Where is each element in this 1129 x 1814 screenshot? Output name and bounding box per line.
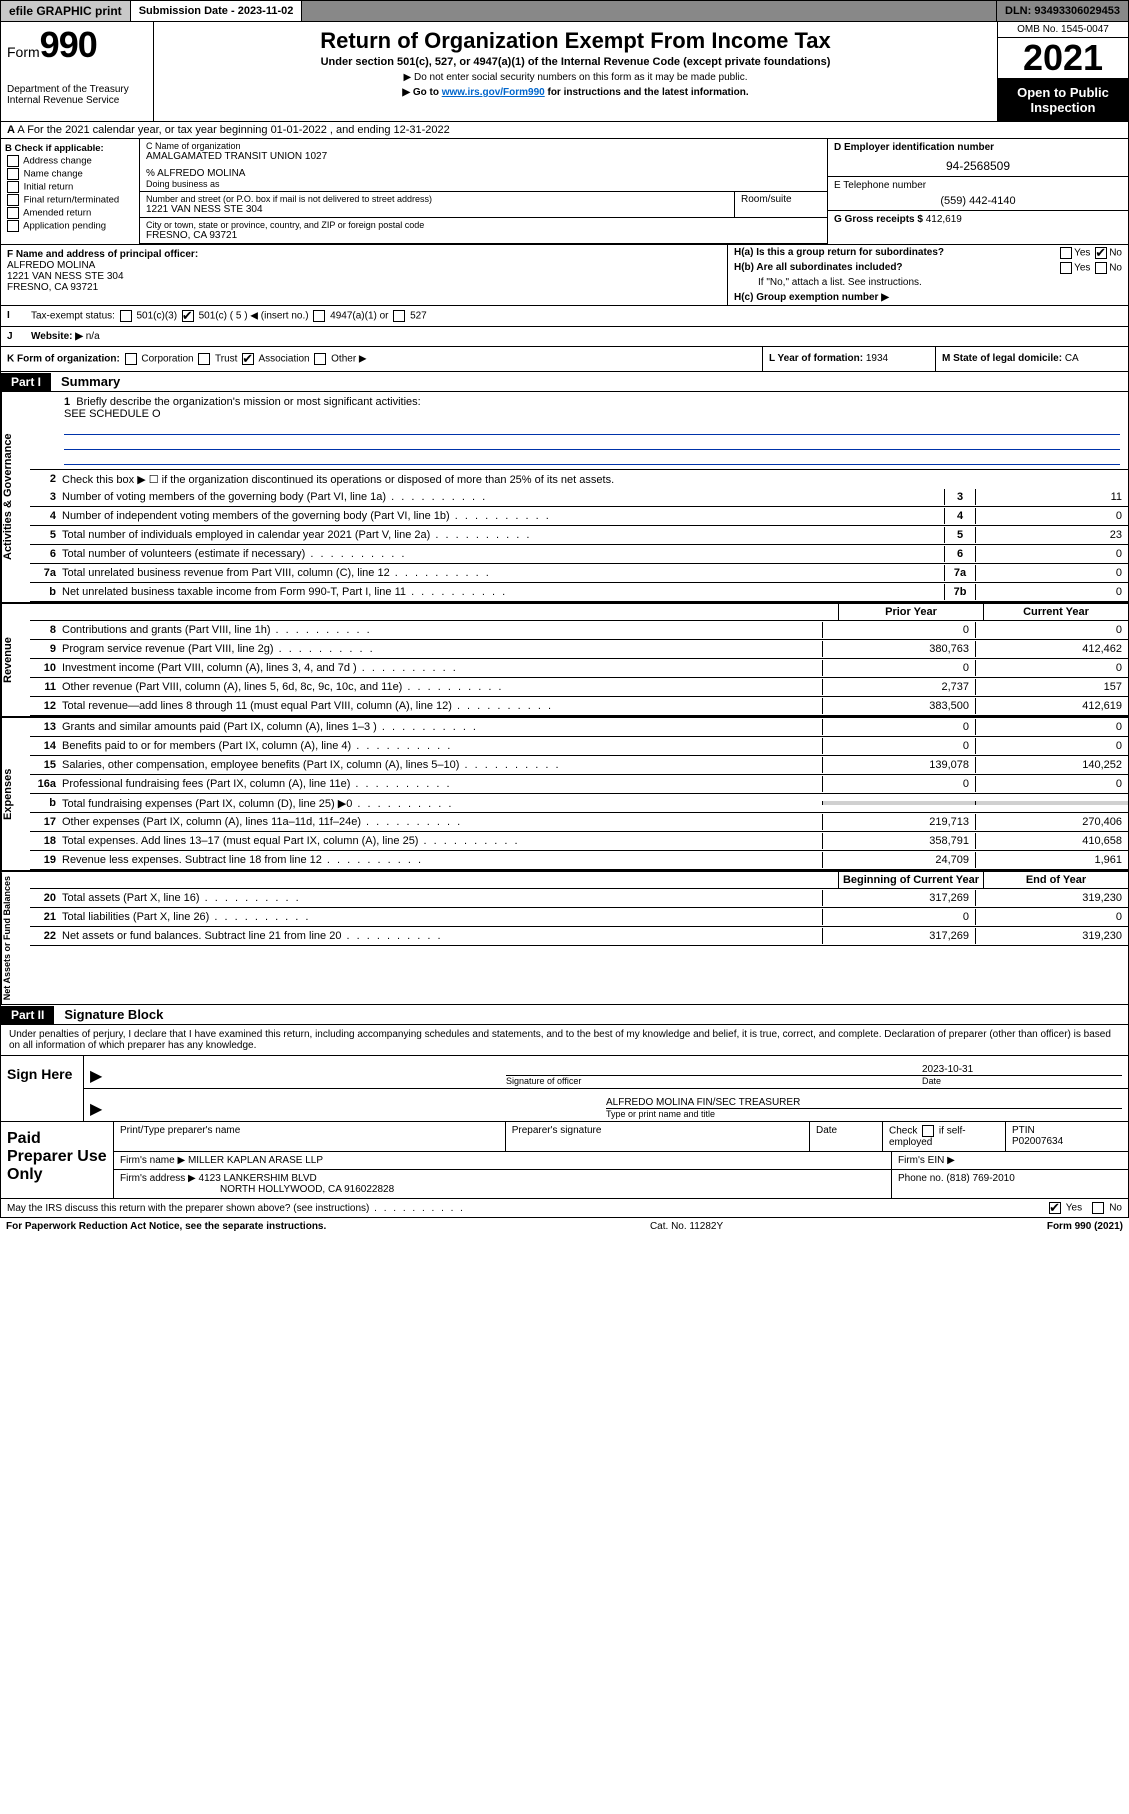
summary-line: 12Total revenue—add lines 8 through 11 (… <box>30 697 1128 716</box>
row-a-tax-year: A A For the 2021 calendar year, or tax y… <box>0 122 1129 139</box>
telephone: (559) 442-4140 <box>834 195 1122 207</box>
summary-line: 11Other revenue (Part VIII, column (A), … <box>30 678 1128 697</box>
subtitle-3: ▶ Go to www.irs.gov/Form990 for instruct… <box>158 87 993 98</box>
submission-date: Submission Date - 2023-11-02 <box>131 1 303 21</box>
firm-addr1: 4123 LANKERSHIM BLVD <box>199 1173 317 1184</box>
omb-number: OMB No. 1545-0047 <box>998 22 1128 38</box>
summary-line: bTotal fundraising expenses (Part IX, co… <box>30 794 1128 813</box>
col-f-officer: F Name and address of principal officer:… <box>1 245 727 305</box>
vtab-revenue: Revenue <box>1 604 30 716</box>
officer-name: ALFREDO MOLINA FIN/SEC TREASURER <box>606 1097 1122 1108</box>
sig-date: 2023-10-31 <box>922 1064 1122 1075</box>
tax-year: 2021 <box>998 38 1128 79</box>
firm-name: MILLER KAPLAN ARASE LLP <box>188 1155 323 1166</box>
summary-netassets: Net Assets or Fund Balances Beginning of… <box>0 870 1129 1005</box>
arrow-icon: ▶ <box>90 1066 506 1086</box>
discuss-row: May the IRS discuss this return with the… <box>0 1199 1129 1218</box>
part-1-header: Part I Summary <box>0 372 1129 392</box>
col-c-org-info: C Name of organization AMALGAMATED TRANS… <box>140 139 827 244</box>
footer: For Paperwork Reduction Act Notice, see … <box>0 1218 1129 1235</box>
summary-line: 19Revenue less expenses. Subtract line 1… <box>30 851 1128 870</box>
irs-label: Internal Revenue Service <box>7 95 147 106</box>
summary-line: 22Net assets or fund balances. Subtract … <box>30 927 1128 946</box>
gross-receipts: 412,619 <box>926 214 962 225</box>
summary-line: 3Number of voting members of the governi… <box>30 488 1128 507</box>
firm-phone: (818) 769-2010 <box>946 1173 1014 1184</box>
top-bar: efile GRAPHIC print Submission Date - 20… <box>0 0 1129 22</box>
dept-treasury: Department of the Treasury <box>7 84 147 95</box>
street-address: 1221 VAN NESS STE 304 <box>146 204 728 215</box>
summary-line: 21Total liabilities (Part X, line 26)00 <box>30 908 1128 927</box>
summary-line: 10Investment income (Part VIII, column (… <box>30 659 1128 678</box>
form-number: Form990 <box>7 24 147 66</box>
section-fh: F Name and address of principal officer:… <box>0 244 1129 306</box>
summary-line: 15Salaries, other compensation, employee… <box>30 756 1128 775</box>
sign-here-label: Sign Here <box>1 1056 84 1121</box>
row-k-form-org: K Form of organization: Corporation Trus… <box>0 347 1129 372</box>
irs-link[interactable]: www.irs.gov/Form990 <box>442 87 545 98</box>
subtitle-2: ▶ Do not enter social security numbers o… <box>158 72 993 83</box>
col-h-group: H(a) Is this a group return for subordin… <box>727 245 1128 305</box>
summary-line: 14Benefits paid to or for members (Part … <box>30 737 1128 756</box>
arrow-icon: ▶ <box>90 1099 606 1119</box>
firm-addr2: NORTH HOLLYWOOD, CA 916022828 <box>220 1184 394 1195</box>
org-name: AMALGAMATED TRANSIT UNION 1027 <box>146 151 821 162</box>
form-header: Form990 Department of the Treasury Inter… <box>0 22 1129 122</box>
dln: DLN: 93493306029453 <box>997 1 1128 21</box>
summary-line: 4Number of independent voting members of… <box>30 507 1128 526</box>
ptin: P02007634 <box>1012 1136 1063 1147</box>
part-2-header: Part II Signature Block <box>0 1005 1129 1025</box>
summary-line: 16aProfessional fundraising fees (Part I… <box>30 775 1128 794</box>
vtab-expenses: Expenses <box>1 718 30 870</box>
row-i-tax-status: I Tax-exempt status: 501(c)(3) 501(c) ( … <box>0 306 1129 327</box>
mission-text: SEE SCHEDULE O <box>64 408 161 420</box>
perjury-declaration: Under penalties of perjury, I declare th… <box>1 1025 1128 1056</box>
ein: 94-2568509 <box>834 159 1122 173</box>
open-to-public: Open to Public Inspection <box>998 79 1128 121</box>
col-b-checkboxes: B Check if applicable: Address change Na… <box>1 139 140 244</box>
summary-line: 9Program service revenue (Part VIII, lin… <box>30 640 1128 659</box>
summary-line: 18Total expenses. Add lines 13–17 (must … <box>30 832 1128 851</box>
summary-expenses: Expenses 13Grants and similar amounts pa… <box>0 716 1129 870</box>
care-of: % ALFREDO MOLINA <box>146 168 821 179</box>
summary-line: 5Total number of individuals employed in… <box>30 526 1128 545</box>
summary-line: 6Total number of volunteers (estimate if… <box>30 545 1128 564</box>
summary-gov: Activities & Governance 1 Briefly descri… <box>0 392 1129 602</box>
paid-preparer-label: Paid Preparer Use Only <box>1 1122 114 1198</box>
summary-line: 13Grants and similar amounts paid (Part … <box>30 718 1128 737</box>
summary-line: 7aTotal unrelated business revenue from … <box>30 564 1128 583</box>
vtab-netassets: Net Assets or Fund Balances <box>1 872 30 1004</box>
efile-print-button[interactable]: efile GRAPHIC print <box>1 1 131 21</box>
signature-section: Under penalties of perjury, I declare th… <box>0 1025 1129 1122</box>
col-de: D Employer identification number 94-2568… <box>827 139 1128 244</box>
summary-line: 17Other expenses (Part IX, column (A), l… <box>30 813 1128 832</box>
vtab-governance: Activities & Governance <box>1 392 30 602</box>
subtitle-1: Under section 501(c), 527, or 4947(a)(1)… <box>158 56 993 68</box>
form-title: Return of Organization Exempt From Incom… <box>158 28 993 54</box>
year-formation: 1934 <box>866 353 888 364</box>
summary-revenue: Revenue Prior YearCurrent Year 8Contribu… <box>0 602 1129 716</box>
website: n/a <box>86 331 100 342</box>
summary-line: bNet unrelated business taxable income f… <box>30 583 1128 602</box>
legal-domicile: CA <box>1065 353 1079 364</box>
section-bcde: B Check if applicable: Address change Na… <box>0 139 1129 244</box>
summary-line: 20Total assets (Part X, line 16)317,2693… <box>30 889 1128 908</box>
room-suite-label: Room/suite <box>735 192 827 218</box>
city-state-zip: FRESNO, CA 93721 <box>146 230 821 241</box>
row-j-website: J Website: ▶ n/a <box>0 327 1129 347</box>
paid-preparer-section: Paid Preparer Use Only Print/Type prepar… <box>0 1122 1129 1199</box>
summary-line: 8Contributions and grants (Part VIII, li… <box>30 621 1128 640</box>
